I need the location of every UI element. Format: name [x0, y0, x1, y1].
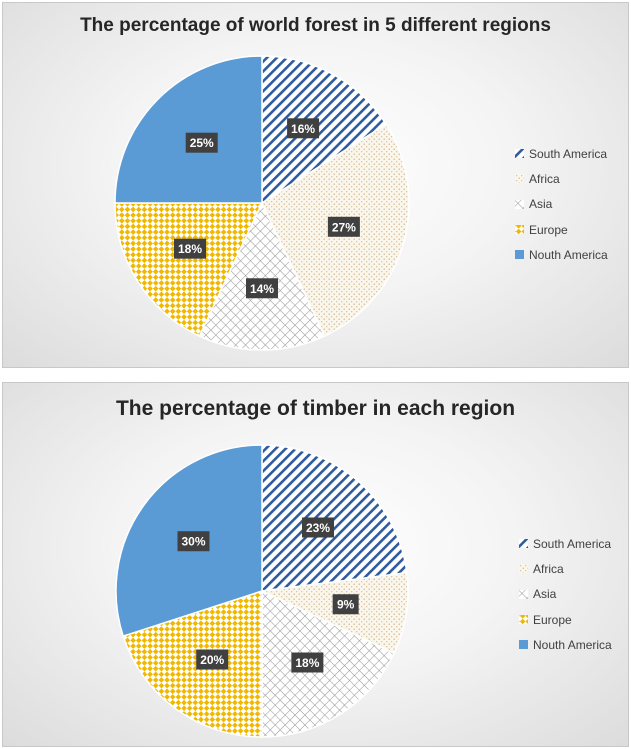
legend-item-south-america: South America: [517, 531, 612, 556]
legend-item-nouth-america: Nouth America: [513, 242, 608, 267]
legend-item-asia: Asia: [517, 582, 612, 607]
legend-swatch: [515, 199, 524, 209]
data-label-south-america: 23%: [301, 517, 334, 538]
timber-chart-panel: The percentage of timber in each region …: [2, 382, 629, 747]
data-label-nouth-america: 30%: [177, 531, 210, 552]
svg-text:14%: 14%: [250, 282, 274, 296]
svg-text:18%: 18%: [178, 242, 202, 256]
legend-swatch: [519, 539, 528, 549]
svg-text:20%: 20%: [200, 653, 224, 667]
data-label-europe: 20%: [196, 649, 229, 670]
legend-label: Europe: [533, 612, 572, 627]
legend-label: Europe: [529, 222, 568, 237]
legend-swatch: [515, 250, 524, 260]
pie-slice-europe: [114, 202, 264, 338]
legend-item-africa: Africa: [513, 166, 608, 191]
data-label-asia: 14%: [246, 278, 278, 299]
legend-swatch: [515, 174, 524, 184]
legend-label: Asia: [529, 197, 553, 212]
chart-legend: South America Africa Asia Europe Nouth Ameri…: [513, 141, 608, 267]
legend-label: Africa: [533, 561, 564, 576]
legend-item-south-america: South America: [513, 141, 608, 166]
legend-item-nouth-america: Nouth America: [517, 632, 612, 657]
chart-title: The percentage of world forest in 5 diff…: [80, 15, 551, 36]
chart-legend: South America Africa Asia Europe Nouth Ameri…: [517, 531, 612, 657]
legend-swatch: [519, 640, 528, 650]
pie-slice-south-america: [261, 444, 408, 592]
svg-text:16%: 16%: [291, 122, 315, 136]
legend-swatch: [515, 149, 524, 159]
legend-item-africa: Africa: [517, 556, 612, 581]
svg-text:18%: 18%: [295, 656, 319, 670]
pie-slice-asia: [198, 201, 326, 351]
legend-item-europe: Europe: [517, 607, 612, 632]
data-label-africa: 9%: [332, 594, 359, 615]
pie-slice-south-america: [261, 55, 388, 205]
legend-label: Asia: [533, 587, 557, 602]
svg-text:30%: 30%: [181, 535, 205, 549]
svg-text:25%: 25%: [190, 136, 214, 150]
legend-swatch: [519, 615, 528, 625]
legend-item-asia: Asia: [513, 192, 608, 217]
legend-label: Africa: [529, 171, 560, 186]
legend-label: Nouth America: [533, 637, 612, 652]
legend-item-europe: Europe: [513, 217, 608, 242]
legend-swatch: [515, 225, 524, 235]
forest-pie-chart: 16% 27% 14% 18% 25%: [114, 55, 410, 351]
forest-chart-panel: The percentage of world forest in 5 diff…: [2, 2, 629, 368]
data-label-asia: 18%: [291, 652, 324, 673]
pie-slice-europe: [122, 589, 263, 738]
legend-label: South America: [529, 146, 608, 161]
svg-text:27%: 27%: [332, 220, 356, 234]
timber-pie-chart: 23% 9% 18% 20% 30%: [115, 444, 409, 738]
legend-swatch: [519, 589, 528, 599]
data-label-africa: 27%: [327, 216, 360, 237]
data-label-europe: 18%: [174, 238, 207, 259]
legend-label: South America: [533, 536, 612, 551]
pie-slice-nouth-america: [114, 55, 263, 204]
chart-title: The percentage of timber in each region: [115, 397, 516, 420]
data-label-nouth-america: 25%: [185, 132, 218, 153]
legend-swatch: [519, 564, 528, 574]
legend-label: Nouth America: [529, 247, 608, 262]
svg-text:23%: 23%: [306, 521, 330, 535]
data-label-south-america: 16%: [287, 118, 320, 139]
svg-text:9%: 9%: [337, 598, 355, 612]
pie-slice-asia: [261, 589, 396, 738]
